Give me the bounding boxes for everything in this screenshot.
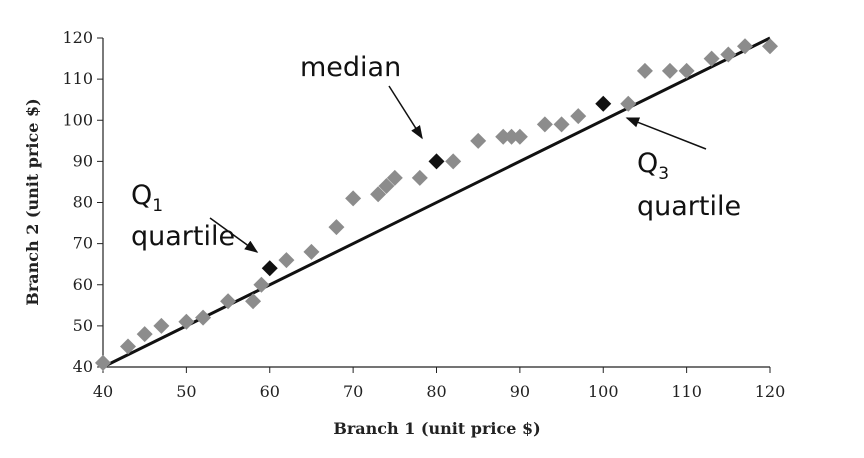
highlight-point	[595, 95, 612, 112]
data-point	[178, 313, 195, 330]
data-point	[136, 326, 153, 343]
y-tick-label: 50	[73, 316, 93, 335]
x-tick-label: 120	[755, 382, 786, 401]
q3-subscript: 3	[658, 164, 669, 184]
highlight-point	[428, 153, 445, 170]
data-point	[536, 116, 553, 133]
q1-arrow	[209, 217, 259, 253]
data-point	[678, 62, 695, 79]
data-point	[120, 338, 137, 355]
q1-label: Q1	[131, 180, 163, 216]
data-point	[345, 190, 362, 207]
data-point	[245, 293, 262, 310]
data-point	[328, 219, 345, 236]
data-point	[470, 132, 487, 149]
y-axis-title: Branch 2 (unit price $)	[23, 98, 42, 305]
data-point	[378, 178, 395, 195]
x-tick-label: 40	[93, 382, 113, 401]
data-point	[703, 50, 720, 67]
data-points	[95, 38, 778, 371]
data-point	[303, 243, 320, 260]
y-tick-label: 90	[73, 151, 93, 170]
data-point	[736, 38, 753, 55]
q1-letter: Q	[131, 180, 152, 211]
data-point	[620, 95, 637, 112]
data-point	[445, 153, 462, 170]
median-label: median	[300, 52, 401, 83]
y-tick-label: 70	[73, 234, 93, 253]
q3-arrow	[625, 117, 707, 150]
data-point	[553, 116, 570, 133]
data-point	[153, 317, 170, 334]
x-tick-label: 60	[260, 382, 280, 401]
x-tick-label: 90	[510, 382, 530, 401]
x-tick-label: 70	[343, 382, 363, 401]
data-point	[495, 128, 512, 145]
x-tick-label: 50	[176, 382, 196, 401]
data-point	[661, 62, 678, 79]
data-point	[278, 252, 295, 269]
data-point	[411, 169, 428, 186]
q1-subscript: 1	[152, 196, 163, 216]
y-tick-label: 60	[73, 275, 93, 294]
annotation-median: median	[300, 52, 423, 140]
data-point	[503, 128, 520, 145]
data-point	[95, 354, 111, 371]
data-point	[195, 309, 212, 326]
q3-label: Q3	[637, 148, 669, 184]
median-arrow	[388, 85, 423, 140]
x-tick-label: 100	[588, 382, 619, 401]
x-tick-label: 80	[426, 382, 446, 401]
data-point	[762, 38, 778, 55]
reference-line-group	[102, 36, 771, 369]
y-tick-label: 110	[62, 69, 93, 88]
annotation-q3: Q3 quartile	[625, 117, 741, 222]
q3-quartile-label: quartile	[637, 191, 741, 222]
data-point	[570, 108, 587, 125]
annotation-q1: Q1 quartile	[131, 180, 259, 253]
reference-line	[102, 36, 771, 369]
x-axis-title: Branch 1 (unit price $)	[333, 419, 540, 438]
data-point	[370, 186, 387, 203]
data-point	[220, 293, 237, 310]
q1-quartile-label: quartile	[131, 221, 235, 252]
highlight-point	[261, 260, 278, 277]
q3-letter: Q	[637, 148, 658, 179]
y-tick-label: 100	[62, 110, 93, 129]
data-point	[720, 46, 737, 63]
y-tick-label: 40	[73, 357, 93, 376]
data-point	[636, 62, 653, 79]
data-point	[386, 169, 403, 186]
data-point	[253, 276, 270, 293]
axes: 40 50 60 70 80 90 100 110 120 40 50 60 70 80 90 100 110 1…	[62, 28, 785, 401]
y-tick-label: 80	[73, 193, 93, 212]
y-tick-label: 120	[62, 28, 93, 47]
data-point	[511, 128, 528, 145]
x-tick-label: 110	[671, 382, 702, 401]
